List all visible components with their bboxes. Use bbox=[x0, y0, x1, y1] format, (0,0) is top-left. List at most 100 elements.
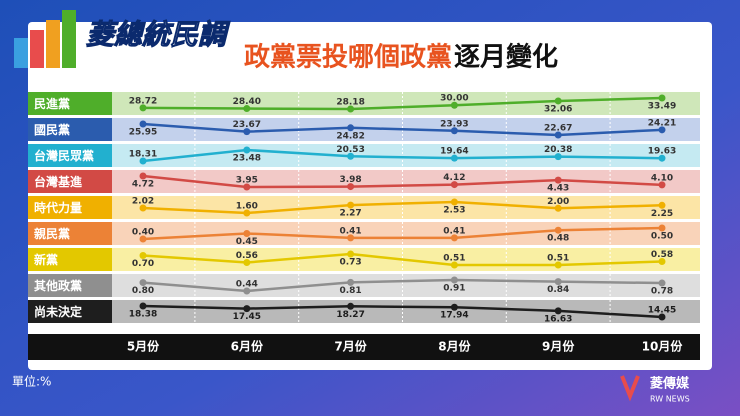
data-point bbox=[243, 259, 251, 266]
data-label: 0.40 bbox=[132, 228, 154, 238]
data-label: 0.50 bbox=[651, 232, 673, 242]
x-tick-label: 6月份 bbox=[231, 339, 264, 354]
data-point bbox=[243, 146, 251, 154]
data-label: 24.82 bbox=[336, 131, 364, 141]
data-label: 28.72 bbox=[129, 96, 157, 106]
brand-icon bbox=[620, 375, 640, 402]
data-label: 23.67 bbox=[233, 120, 261, 130]
data-point bbox=[658, 181, 666, 189]
series-line bbox=[142, 122, 663, 137]
data-label: 3.95 bbox=[236, 176, 258, 186]
data-point bbox=[243, 128, 251, 136]
lane-label-box bbox=[28, 300, 112, 323]
data-point bbox=[139, 157, 147, 165]
legend-label: 台灣基進 bbox=[34, 174, 83, 189]
data-point bbox=[450, 234, 458, 242]
data-label: 28.18 bbox=[336, 98, 364, 108]
data-point bbox=[139, 120, 147, 128]
series-line bbox=[142, 174, 663, 189]
x-tick-label: 10月份 bbox=[642, 339, 684, 354]
data-point bbox=[450, 198, 458, 206]
series-line bbox=[142, 226, 663, 241]
data-point bbox=[139, 235, 147, 243]
data-label: 0.41 bbox=[339, 226, 361, 236]
data-point bbox=[554, 153, 562, 161]
lane-label-box bbox=[28, 144, 112, 167]
lane-band bbox=[112, 274, 700, 297]
data-label: 32.06 bbox=[544, 104, 572, 114]
series-line bbox=[142, 278, 663, 293]
data-point bbox=[450, 303, 458, 311]
data-label: 4.72 bbox=[132, 180, 154, 190]
data-label: 3.98 bbox=[339, 175, 361, 185]
data-point bbox=[243, 305, 251, 313]
data-label: 0.41 bbox=[443, 226, 465, 236]
series-line bbox=[142, 96, 663, 111]
data-label: 23.93 bbox=[440, 119, 468, 129]
chart-title: 逐月變化 bbox=[454, 42, 558, 73]
data-label: 0.51 bbox=[443, 254, 465, 264]
lane-band bbox=[112, 222, 700, 245]
data-label: 33.49 bbox=[648, 102, 676, 112]
month-bar bbox=[28, 334, 700, 360]
logo-text: 菱總統民調 bbox=[86, 18, 231, 51]
data-label: 18.38 bbox=[129, 310, 157, 320]
legend-label: 台灣民眾黨 bbox=[34, 148, 94, 163]
series-line bbox=[142, 252, 663, 267]
lane-label-box bbox=[28, 92, 112, 115]
data-point bbox=[139, 204, 147, 212]
data-label: 20.53 bbox=[336, 145, 364, 155]
data-label: 4.10 bbox=[651, 173, 673, 183]
data-point bbox=[347, 152, 355, 160]
data-label: 18.27 bbox=[336, 310, 364, 320]
data-label: 17.45 bbox=[233, 312, 261, 322]
data-point bbox=[554, 204, 562, 212]
data-point bbox=[347, 105, 355, 113]
data-label: 0.45 bbox=[236, 237, 258, 247]
series-line bbox=[142, 304, 663, 319]
brand-sub: RW NEWS bbox=[650, 395, 690, 404]
data-label: 2.25 bbox=[651, 209, 673, 219]
lane-label-box bbox=[28, 196, 112, 219]
legend-label: 新黨 bbox=[34, 252, 58, 267]
data-point bbox=[658, 313, 666, 321]
legend-label: 民進黨 bbox=[34, 96, 70, 111]
data-label: 0.84 bbox=[547, 285, 569, 295]
x-tick-label: 8月份 bbox=[438, 339, 471, 354]
data-label: 0.56 bbox=[236, 251, 258, 261]
data-label: 0.51 bbox=[547, 254, 569, 264]
data-point bbox=[554, 131, 562, 139]
x-tick-label: 5月份 bbox=[127, 339, 160, 354]
lane-label-box bbox=[28, 222, 112, 245]
data-label: 0.48 bbox=[547, 234, 569, 244]
lane-band bbox=[112, 92, 700, 115]
legend-label: 其他政黨 bbox=[34, 278, 82, 293]
data-label: 17.94 bbox=[440, 311, 468, 321]
data-point bbox=[139, 252, 147, 259]
data-point bbox=[658, 201, 666, 209]
data-point bbox=[658, 224, 666, 232]
lane-band bbox=[112, 300, 700, 323]
legend-label: 親民黨 bbox=[34, 226, 70, 241]
data-label: 2.00 bbox=[547, 197, 569, 207]
data-label: 25.95 bbox=[129, 128, 157, 138]
data-point bbox=[347, 124, 355, 132]
data-label: 23.48 bbox=[233, 154, 261, 164]
data-label: 19.63 bbox=[648, 147, 676, 157]
data-label: 18.31 bbox=[129, 150, 157, 160]
series-line bbox=[142, 148, 663, 163]
data-point bbox=[658, 126, 666, 134]
x-tick-label: 9月份 bbox=[542, 339, 575, 354]
data-point bbox=[658, 94, 666, 102]
data-label: 4.43 bbox=[547, 184, 569, 194]
legend-label: 尚未決定 bbox=[34, 304, 82, 319]
data-label: 20.38 bbox=[544, 145, 572, 155]
legend-label: 時代力量 bbox=[34, 200, 82, 215]
x-tick-label: 7月份 bbox=[334, 339, 367, 354]
data-point bbox=[347, 234, 355, 242]
data-point bbox=[554, 278, 562, 286]
lane-label-box bbox=[28, 274, 112, 297]
data-point bbox=[139, 104, 147, 112]
data-label: 16.63 bbox=[544, 314, 572, 324]
data-point bbox=[554, 307, 562, 315]
